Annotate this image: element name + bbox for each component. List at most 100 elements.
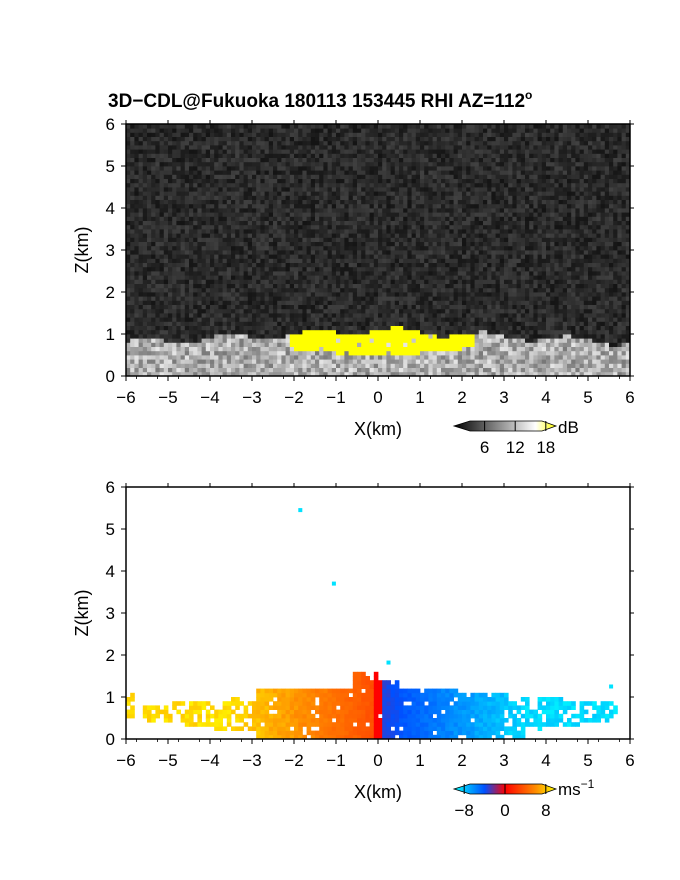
reflectivity-cell (243, 124, 249, 129)
reflectivity-cell (264, 224, 270, 230)
reflectivity-cell (382, 346, 387, 352)
reflectivity-cell (432, 359, 438, 364)
reflectivity-cell (315, 128, 320, 133)
reflectivity-cell (457, 216, 463, 221)
reflectivity-cell (394, 342, 400, 347)
reflectivity-cell (205, 329, 211, 335)
reflectivity-cell (126, 203, 131, 209)
reflectivity-cell (243, 149, 249, 154)
reflectivity-cell (268, 342, 274, 347)
reflectivity-cell (289, 245, 295, 251)
reflectivity-cell (315, 367, 320, 373)
reflectivity-cell (390, 149, 396, 154)
reflectivity-cell (315, 224, 320, 230)
reflectivity-cell (453, 132, 459, 137)
reflectivity-cell (365, 241, 370, 247)
reflectivity-cell (449, 283, 454, 289)
reflectivity-cell (369, 203, 375, 209)
reflectivity-cell (424, 182, 429, 188)
reflectivity-cell (285, 149, 291, 154)
reflectivity-cell (331, 229, 337, 234)
reflectivity-cell (273, 313, 278, 318)
reflectivity-cell (189, 170, 194, 175)
reflectivity-cell (147, 128, 152, 133)
reflectivity-cell (361, 325, 366, 331)
reflectivity-cell (331, 342, 337, 347)
reflectivity-cell (163, 174, 169, 179)
reflectivity-cell (348, 338, 354, 343)
reflectivity-cell (331, 359, 337, 364)
reflectivity-cell (315, 166, 320, 171)
reflectivity-cell (180, 329, 186, 335)
reflectivity-cell (142, 292, 148, 297)
reflectivity-cell (235, 124, 240, 129)
reflectivity-cell (168, 199, 173, 205)
reflectivity-cell (315, 271, 320, 276)
reflectivity-cell (394, 287, 400, 293)
reflectivity-cell (441, 245, 446, 251)
reflectivity-cell (205, 262, 211, 268)
reflectivity-cell (252, 132, 257, 137)
reflectivity-cell (344, 233, 349, 238)
reflectivity-cell (285, 220, 291, 226)
reflectivity-cell (373, 271, 379, 276)
reflectivity-cell (403, 212, 408, 217)
reflectivity-cell (470, 300, 475, 305)
reflectivity-cell (411, 287, 417, 293)
reflectivity-cell (210, 308, 215, 314)
reflectivity-cell (281, 195, 286, 200)
reflectivity-cell (155, 132, 160, 137)
reflectivity-cell (151, 304, 156, 310)
reflectivity-cell (407, 342, 412, 347)
reflectivity-cell (151, 212, 156, 217)
reflectivity-cell (306, 250, 312, 255)
reflectivity-cell (273, 262, 278, 268)
reflectivity-cell (155, 334, 160, 339)
reflectivity-cell (357, 229, 362, 234)
reflectivity-cell (357, 161, 362, 167)
reflectivity-cell (340, 245, 345, 251)
reflectivity-cell (197, 136, 202, 142)
reflectivity-cell (294, 266, 299, 272)
reflectivity-cell (142, 136, 148, 142)
reflectivity-cell (382, 241, 387, 247)
reflectivity-cell (226, 128, 232, 133)
reflectivity-cell (247, 203, 253, 209)
reflectivity-cell (205, 254, 211, 259)
reflectivity-cell (298, 191, 303, 196)
reflectivity-cell (420, 124, 425, 129)
reflectivity-cell (357, 237, 362, 242)
reflectivity-cell (239, 208, 244, 213)
reflectivity-cell (214, 153, 219, 158)
reflectivity-cell (331, 325, 337, 331)
reflectivity-cell (407, 233, 412, 238)
reflectivity-cell (424, 203, 429, 209)
reflectivity-cell (277, 136, 282, 142)
reflectivity-cell (289, 329, 295, 335)
reflectivity-cell (352, 342, 358, 347)
reflectivity-cell (205, 182, 211, 188)
reflectivity-cell (273, 271, 278, 276)
reflectivity-cell (411, 220, 417, 226)
reflectivity-cell (386, 258, 391, 263)
reflectivity-cell (134, 182, 139, 188)
reflectivity-cell (243, 262, 249, 268)
reflectivity-cell (151, 329, 156, 335)
reflectivity-cell (197, 191, 202, 196)
reflectivity-cell (159, 283, 165, 289)
reflectivity-cell (268, 355, 274, 360)
reflectivity-cell (281, 128, 286, 133)
reflectivity-cell (449, 363, 454, 368)
reflectivity-cell (310, 279, 316, 284)
reflectivity-cell (415, 174, 421, 179)
reflectivity-cell (457, 308, 463, 314)
reflectivity-cell (268, 237, 274, 242)
reflectivity-cell (424, 157, 429, 163)
reflectivity-cell (252, 287, 257, 293)
reflectivity-cell (222, 271, 228, 276)
reflectivity-cell (378, 199, 383, 205)
reflectivity-cell (138, 300, 144, 305)
reflectivity-cell (151, 300, 156, 305)
reflectivity-cell (285, 208, 291, 213)
reflectivity-cell (378, 224, 383, 230)
